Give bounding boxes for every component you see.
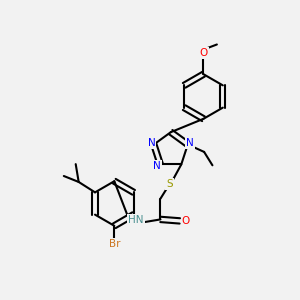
Text: N: N	[148, 138, 155, 148]
Text: Br: Br	[109, 238, 120, 249]
Text: O: O	[182, 216, 190, 226]
Text: N: N	[186, 138, 194, 148]
Text: HN: HN	[128, 215, 144, 225]
Text: N: N	[154, 161, 161, 171]
Text: S: S	[166, 179, 173, 189]
Text: O: O	[200, 48, 208, 59]
